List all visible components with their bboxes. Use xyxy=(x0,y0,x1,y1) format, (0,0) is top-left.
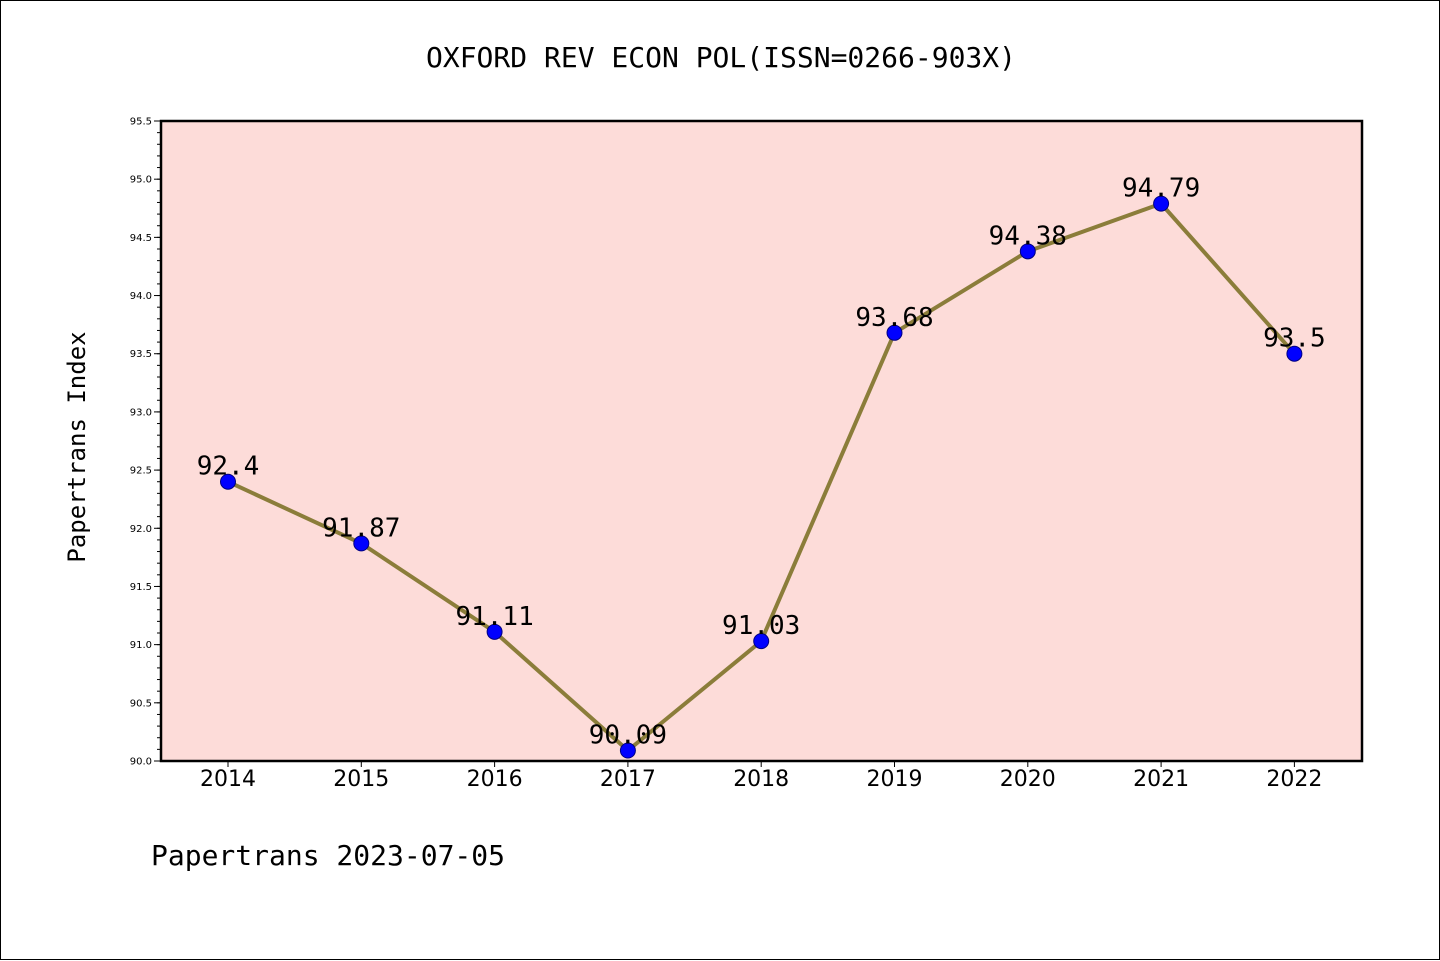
plot-frame xyxy=(159,119,1364,763)
x-tick-label: 2018 xyxy=(733,767,789,792)
y-tick-label: 93.5 xyxy=(130,349,152,360)
y-tick-label: 93.0 xyxy=(130,407,152,418)
data-value-label: 92.4 xyxy=(197,452,260,482)
data-value-label: 91.11 xyxy=(455,602,533,632)
y-tick-label: 95.5 xyxy=(130,117,152,128)
y-tick-label: 90.0 xyxy=(130,757,152,768)
x-tick-label: 2014 xyxy=(200,767,256,792)
x-axis-ticks: 2014 2015 2016 2017 2018 2019 2020 2021 2022 xyxy=(200,761,1322,792)
data-value-label: 91.87 xyxy=(322,513,400,543)
data-point-marker xyxy=(1286,345,1303,362)
x-tick-label: 2019 xyxy=(867,767,923,792)
data-value-label: 90.09 xyxy=(589,721,667,751)
data-value-label: 93.5 xyxy=(1263,324,1326,354)
chart-title: OXFORD REV ECON POL(ISSN=0266-903X) xyxy=(426,41,1016,74)
y-tick-label: 91.0 xyxy=(130,640,152,651)
x-tick-label: 2022 xyxy=(1266,767,1322,792)
y-tick-label: 94.5 xyxy=(130,233,152,244)
y-tick-label: 90.5 xyxy=(130,698,152,709)
data-value-label: 94.38 xyxy=(989,221,1067,251)
footer-date-note: Papertrans 2023-07-05 xyxy=(151,839,505,872)
data-point-marker xyxy=(753,633,770,650)
y-axis-ticks: 90.0 90.5 91.0 91.5 92.0 92.5 93.0 93.5 94.0 94.5… xyxy=(130,117,161,768)
data-point-marker xyxy=(353,535,370,552)
data-value-label: 91.03 xyxy=(722,611,800,641)
y-tick-label: 94.0 xyxy=(130,291,152,302)
x-tick-label: 2020 xyxy=(1000,767,1056,792)
data-point-marker xyxy=(1019,243,1036,260)
data-point-marker xyxy=(619,742,636,759)
data-value-label: 93.68 xyxy=(855,303,933,333)
y-tick-label: 91.5 xyxy=(130,582,152,593)
y-tick-label: 92.0 xyxy=(130,524,152,535)
data-point-marker xyxy=(1153,195,1170,212)
x-tick-label: 2017 xyxy=(600,767,656,792)
data-point-marker xyxy=(486,623,503,640)
y-tick-label: 95.0 xyxy=(130,175,152,186)
y-tick-label: 92.5 xyxy=(130,466,152,477)
data-value-label: 94.79 xyxy=(1122,174,1200,204)
plot-area xyxy=(161,121,1362,761)
y-axis-label: Papertrans Index xyxy=(63,331,91,562)
data-point-marker xyxy=(886,324,903,341)
x-tick-label: 2016 xyxy=(467,767,523,792)
series-group: 92.4 91.87 91.11 90.09 91.03 93.68 94.38 94.79 9… xyxy=(197,174,1326,759)
data-point-marker xyxy=(220,473,236,490)
x-tick-label: 2015 xyxy=(333,767,389,792)
x-tick-label: 2021 xyxy=(1133,767,1189,792)
